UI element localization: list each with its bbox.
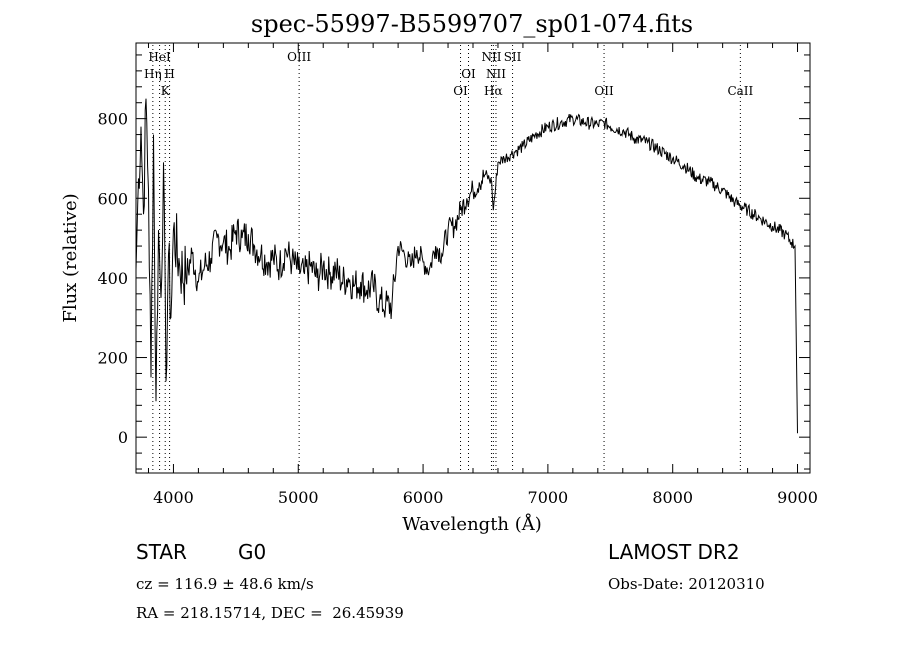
line-label-3934: K: [161, 84, 171, 98]
redshift-velocity: cz = 116.9 ± 48.6 km/s: [136, 575, 314, 593]
observation-date: Obs-Date: 20120310: [608, 575, 765, 593]
object-type: STAR: [136, 540, 187, 564]
line-label-6364: OI: [461, 67, 476, 81]
y-tick-label: 800: [97, 110, 128, 129]
y-tick-label: 0: [118, 428, 128, 447]
line-label-6717: SII: [504, 50, 522, 64]
y-tick-label: 600: [97, 189, 128, 208]
x-tick-label: 9000: [777, 488, 818, 507]
x-tick-label: 8000: [652, 488, 693, 507]
y-tick-label: 200: [97, 349, 128, 368]
plot-frame: [135, 42, 811, 474]
x-axis-label: Wavelength (Å): [402, 513, 542, 535]
y-tick-label: 400: [97, 269, 128, 288]
line-label-6548: NII: [481, 50, 501, 64]
line-label-7450: OII: [594, 84, 614, 98]
x-tick-label: 5000: [278, 488, 319, 507]
survey-name: LAMOST DR2: [608, 540, 740, 564]
coordinates: RA = 218.15714, DEC = 26.45939: [136, 604, 404, 622]
chart-title: spec-55997-B5599707_sp01-074.fits: [251, 10, 693, 38]
x-tick-label: 6000: [403, 488, 444, 507]
spectrum-line: [135, 98, 798, 434]
line-label-5007: OIII: [287, 50, 311, 64]
axis-ticks: 4000 5000 6000 7000 8000 9000 0 200 400 600 800: [97, 43, 818, 507]
line-label-6563: Hα: [484, 84, 503, 98]
y-axis-label: Flux (relative): [60, 193, 81, 322]
spectral-subclass: G0: [238, 540, 267, 564]
x-tick-label: 4000: [153, 488, 194, 507]
line-label-3835: Hη: [144, 67, 162, 81]
line-label-6584: NII: [486, 67, 506, 81]
line-label-3889: HeI: [148, 50, 171, 64]
line-label-8542: CaII: [727, 84, 753, 98]
x-tick-label: 7000: [528, 488, 569, 507]
line-label-3969: H: [164, 67, 174, 81]
line-label-6300: OI: [453, 84, 468, 98]
